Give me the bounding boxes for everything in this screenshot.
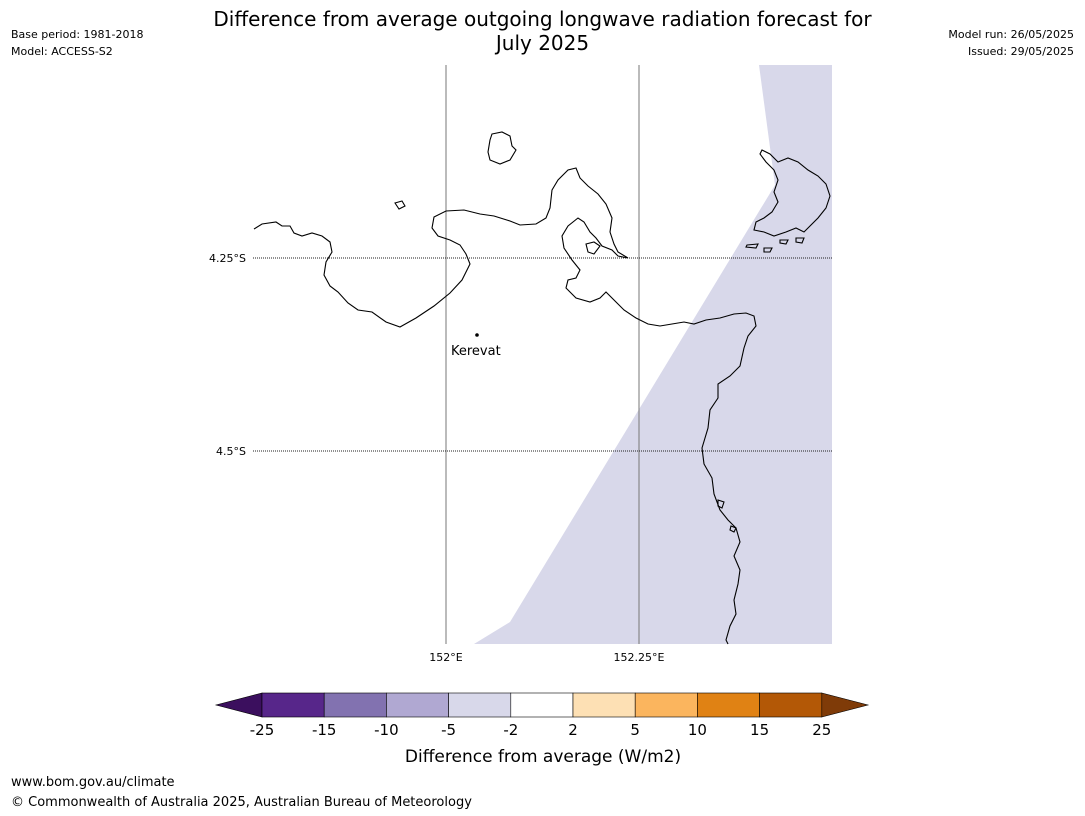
colorbar-segment xyxy=(697,692,760,718)
colorbar-extend-high xyxy=(821,692,870,718)
colorbar-extend-low xyxy=(214,692,263,718)
colorbar-tick-label: -25 xyxy=(250,721,275,739)
coastline-northwest xyxy=(253,167,629,328)
islet-harbour xyxy=(585,241,601,255)
islet-east-5 xyxy=(717,499,725,509)
colorbar-segment xyxy=(759,692,823,718)
map: Kerevat 4.25°S 4.5°S 152°E 152.25°E xyxy=(209,65,832,664)
colorbar-segment xyxy=(261,692,325,718)
colorbar-tick-label: -15 xyxy=(312,721,337,739)
colorbar-tick-label: -2 xyxy=(503,721,518,739)
duke-of-york-islands xyxy=(753,149,831,237)
meta-left: Base period: 1981-2018 Model: ACCESS-S2 xyxy=(11,26,143,60)
base-period-text: Base period: 1981-2018 xyxy=(11,28,144,41)
kerevat-marker xyxy=(475,333,479,337)
chart-title: Difference from average outgoing longwav… xyxy=(0,7,1085,55)
island-north xyxy=(487,131,517,165)
colorbar-title: Difference from average (W/m2) xyxy=(405,747,681,767)
coastline-rabaul xyxy=(561,217,757,645)
lon-label-152: 152°E xyxy=(429,651,462,664)
coastline xyxy=(253,131,831,645)
model-run-text: Model run: 26/05/2025 xyxy=(948,28,1074,41)
colorbar-segment xyxy=(386,692,449,718)
chart-title-line1: Difference from average outgoing longwav… xyxy=(213,7,872,31)
colorbar-segment xyxy=(323,692,387,718)
meta-right: Model run: 26/05/2025 Issued: 29/05/2025 xyxy=(948,26,1074,60)
lat-label-4-25: 4.25°S xyxy=(209,252,246,265)
colorbar-tick-label: 5 xyxy=(630,721,640,739)
islet-east-6 xyxy=(729,525,737,533)
lon-label-152-25: 152.25°E xyxy=(614,651,665,664)
colorbar-segment xyxy=(448,692,512,718)
islet-east-1 xyxy=(745,243,759,249)
islet-west xyxy=(394,200,406,210)
islet-east-4 xyxy=(795,237,805,244)
colorbar-tick-label: 2 xyxy=(568,721,578,739)
colorbar-segment xyxy=(510,692,574,718)
colorbar-segment xyxy=(634,692,698,718)
colorbar-segment xyxy=(572,692,636,718)
islet-east-2 xyxy=(763,247,773,253)
islet-east-3 xyxy=(779,239,789,245)
lat-label-4-5: 4.5°S xyxy=(216,445,246,458)
colorbar-tick-label: -5 xyxy=(441,721,456,739)
anomaly-shading xyxy=(474,65,832,644)
colorbar-tick-label: -10 xyxy=(374,721,399,739)
colorbar-segments xyxy=(214,692,870,718)
footer-copyright: © Commonwealth of Australia 2025, Austra… xyxy=(11,795,472,810)
colorbar-tick-label: 25 xyxy=(812,721,831,739)
model-text: Model: ACCESS-S2 xyxy=(11,45,113,58)
issued-text: Issued: 29/05/2025 xyxy=(967,45,1074,58)
colorbar-tick-label: 15 xyxy=(750,721,769,739)
chart-title-line2: July 2025 xyxy=(495,31,590,55)
colorbar-tick-label: 10 xyxy=(688,721,707,739)
colorbar-tick-labels: -25 -15 -10 -5 -2 2 5 10 15 25 xyxy=(250,721,832,739)
kerevat-label: Kerevat xyxy=(451,344,501,359)
footer-url[interactable]: www.bom.gov.au/climate xyxy=(11,775,175,790)
